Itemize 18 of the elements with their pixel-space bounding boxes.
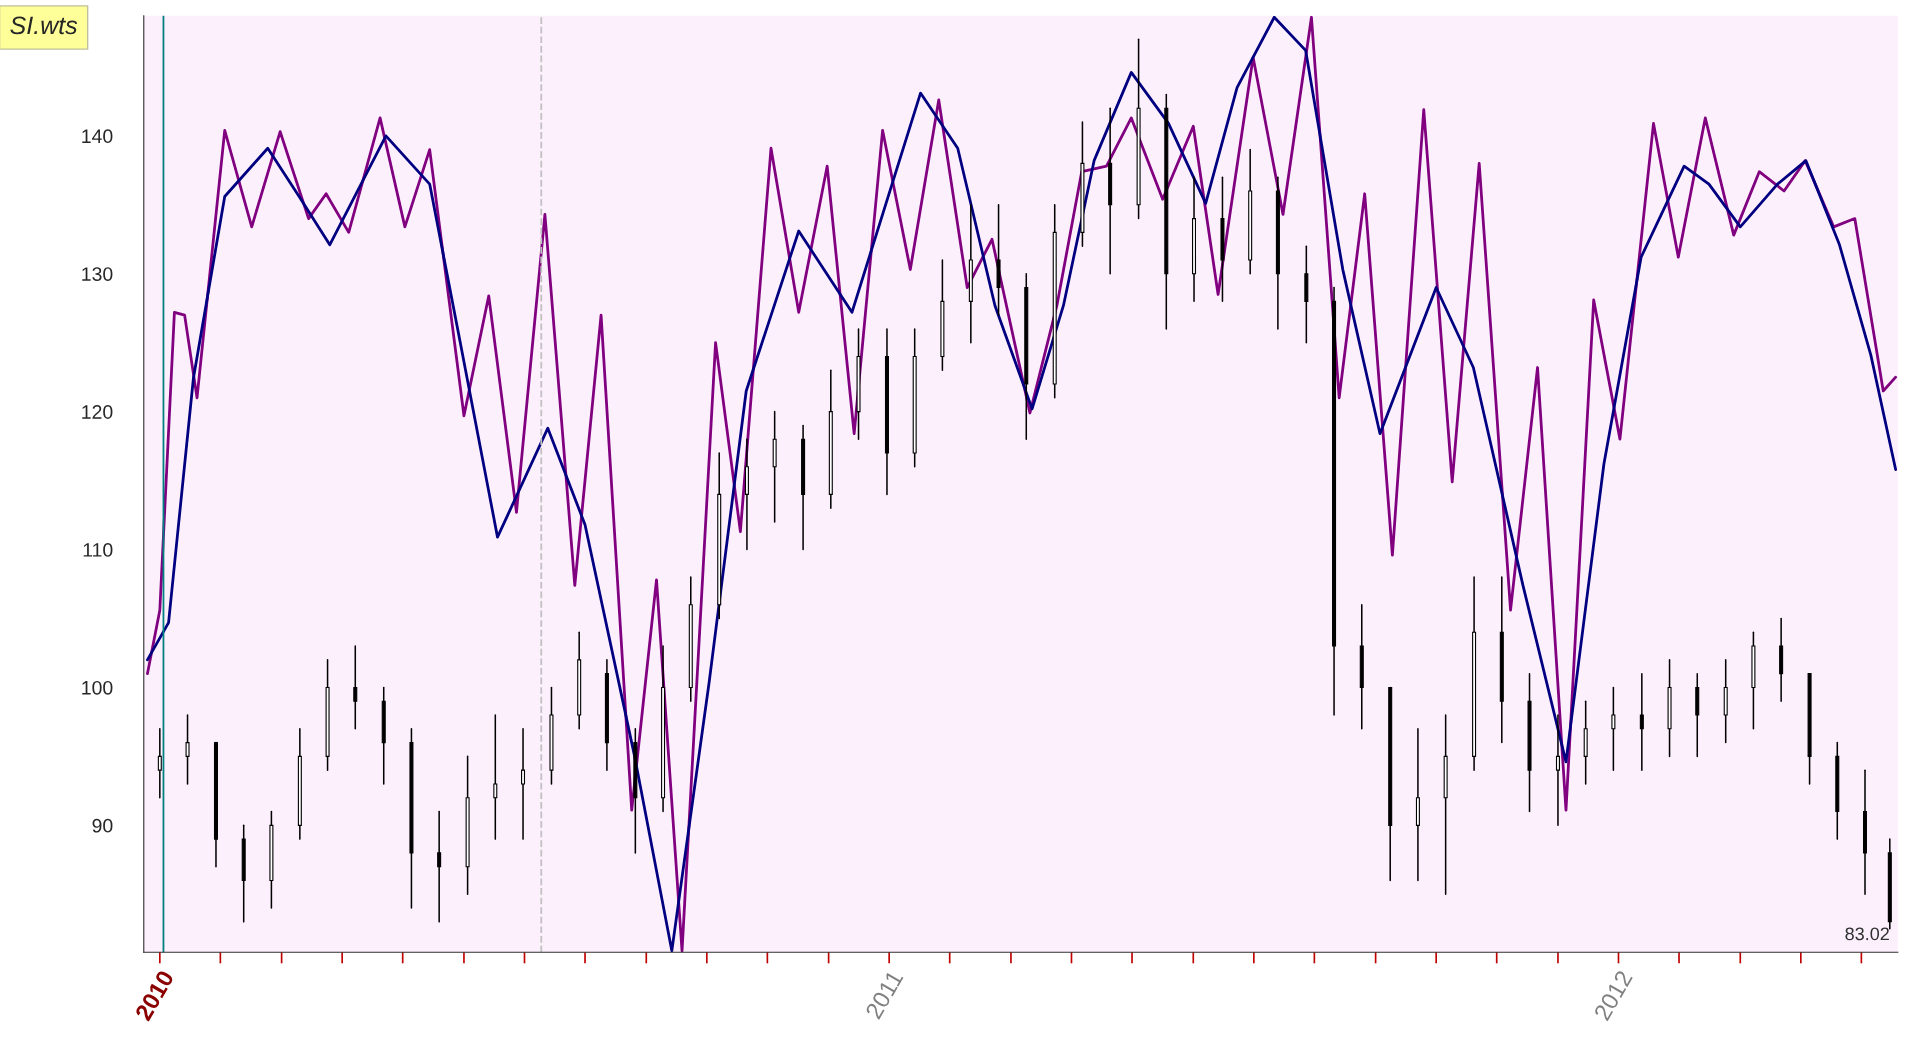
y-tick-label: 90 bbox=[92, 818, 113, 833]
candlestick bbox=[1555, 714, 1560, 827]
y-tick-label: 120 bbox=[82, 405, 113, 419]
candlestick bbox=[185, 714, 190, 785]
candlestick bbox=[1611, 686, 1616, 771]
y-tick-label: 130 bbox=[82, 267, 113, 281]
candlestick bbox=[437, 810, 442, 923]
line-series bbox=[146, 15, 1898, 953]
candlestick bbox=[353, 645, 358, 730]
y-tick-label: 110 bbox=[83, 543, 113, 557]
y-tick-label: 140 bbox=[82, 129, 113, 144]
candlestick bbox=[1639, 672, 1644, 771]
candlestick bbox=[521, 728, 526, 840]
text: SI.wts bbox=[10, 16, 78, 35]
candlestick bbox=[157, 728, 162, 799]
annotation: 83.02 bbox=[1845, 927, 1889, 941]
candlestick bbox=[493, 714, 498, 840]
y-tick-label: 100 bbox=[82, 680, 113, 695]
